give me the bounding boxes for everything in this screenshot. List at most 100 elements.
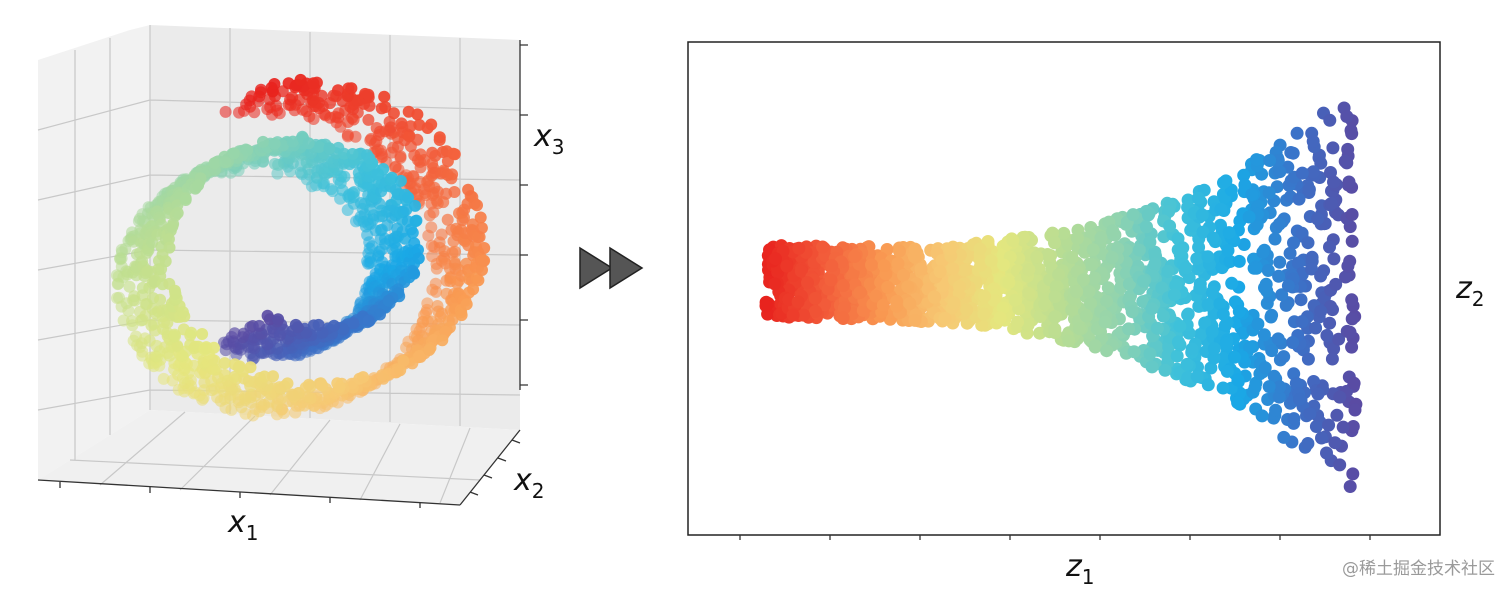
point	[471, 199, 483, 212]
point	[1295, 226, 1309, 240]
point	[1213, 297, 1227, 311]
point	[448, 186, 461, 198]
point	[1309, 420, 1323, 433]
point	[876, 298, 890, 312]
point	[1038, 297, 1052, 311]
point	[1336, 420, 1350, 434]
point	[1079, 309, 1093, 323]
point	[472, 274, 485, 287]
point	[1033, 326, 1047, 340]
point	[1182, 271, 1196, 285]
point	[378, 90, 391, 103]
point	[1251, 317, 1265, 331]
point	[1269, 403, 1283, 417]
point	[996, 301, 1010, 315]
point	[1148, 257, 1162, 271]
point	[801, 276, 814, 290]
point	[185, 326, 198, 339]
point	[219, 156, 232, 169]
point	[428, 181, 441, 194]
point	[1257, 328, 1271, 342]
point	[242, 375, 255, 388]
point	[1098, 315, 1112, 329]
point	[1218, 318, 1232, 332]
point	[877, 259, 891, 273]
point	[1315, 431, 1328, 445]
point	[865, 258, 878, 272]
point	[1250, 218, 1264, 232]
point	[205, 384, 218, 397]
point	[1342, 175, 1356, 189]
point	[1309, 321, 1323, 335]
point	[263, 313, 276, 326]
point	[1181, 308, 1195, 322]
point	[395, 117, 408, 130]
swiss-roll-points	[110, 73, 491, 422]
point	[1245, 188, 1259, 202]
point	[402, 191, 415, 204]
point	[1125, 305, 1139, 319]
unrolled-points	[759, 101, 1363, 493]
point	[1259, 277, 1273, 291]
point	[1150, 321, 1164, 335]
point	[345, 82, 358, 95]
point	[294, 73, 307, 86]
point	[426, 146, 439, 159]
point	[1219, 174, 1233, 188]
point	[349, 130, 362, 143]
point	[1281, 279, 1295, 293]
ticks	[739, 535, 1371, 540]
point	[943, 242, 957, 256]
point	[346, 187, 359, 200]
point	[1017, 231, 1031, 245]
point	[1076, 273, 1090, 287]
point	[1286, 336, 1300, 349]
point	[408, 267, 421, 280]
point	[1174, 243, 1188, 257]
point	[1181, 371, 1195, 384]
point	[1216, 381, 1230, 395]
point	[933, 265, 947, 279]
point	[824, 273, 838, 287]
point	[1343, 325, 1357, 339]
point	[1293, 392, 1306, 406]
point	[313, 141, 326, 153]
point	[1030, 250, 1044, 264]
point	[1295, 315, 1309, 329]
point	[233, 106, 245, 119]
point	[914, 262, 928, 276]
point	[1263, 154, 1277, 167]
point	[218, 357, 231, 370]
point	[423, 344, 436, 356]
point	[1162, 204, 1175, 218]
point	[455, 309, 468, 322]
point	[1273, 255, 1287, 269]
point	[1048, 236, 1061, 250]
point	[474, 211, 487, 224]
point	[946, 262, 960, 276]
point	[1180, 357, 1194, 371]
point	[338, 147, 350, 160]
point	[1314, 156, 1328, 170]
point	[1145, 360, 1159, 374]
point	[1258, 361, 1272, 375]
point	[1205, 325, 1219, 339]
axis-label-z1: z1	[1065, 549, 1094, 589]
point	[476, 264, 488, 276]
point	[1008, 293, 1022, 307]
point	[307, 77, 320, 90]
watermark: @稀土掘金技术社区	[1342, 559, 1495, 579]
point	[467, 283, 480, 296]
point	[1327, 252, 1341, 266]
point	[1167, 288, 1181, 302]
point	[759, 299, 773, 313]
point	[1002, 276, 1016, 289]
point	[1232, 254, 1246, 268]
point	[1021, 318, 1035, 332]
point	[1161, 264, 1175, 278]
point	[993, 311, 1007, 325]
point	[286, 91, 299, 104]
point	[1065, 251, 1079, 264]
point	[159, 255, 172, 268]
